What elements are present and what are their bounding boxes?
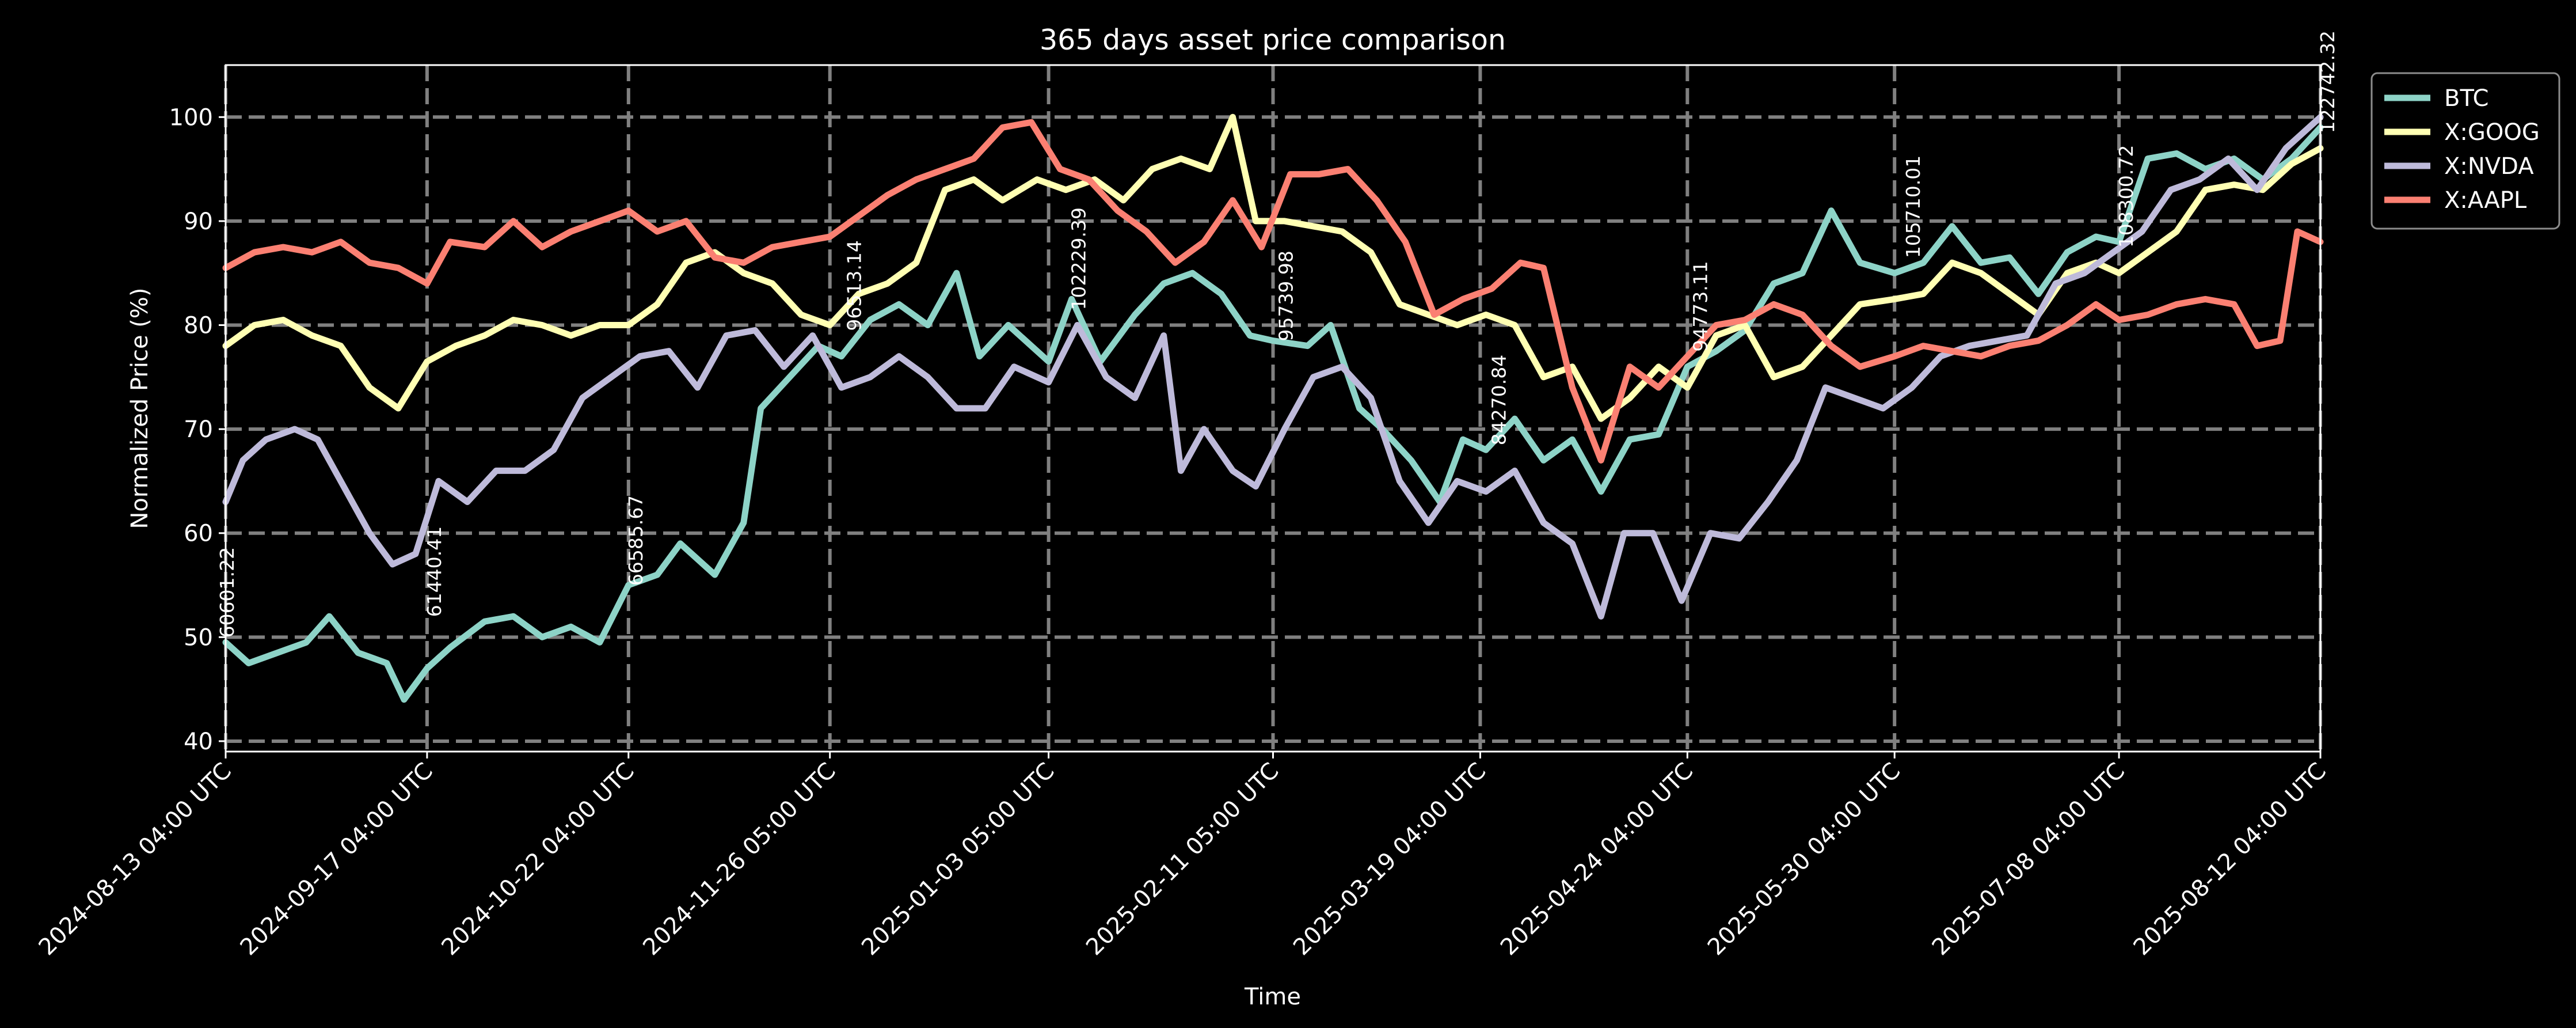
legend-box: [2370, 72, 2560, 230]
legend-label: X:GOOG: [2444, 119, 2540, 146]
series-line-btc: [222, 124, 2324, 703]
legend: BTC X:GOOG X:NVDA X:AAPL: [2370, 72, 2560, 230]
price-annotation: 105710.01: [1902, 155, 1924, 258]
price-annotation: 61440.41: [423, 526, 446, 617]
price-annotation: 60601.22: [216, 547, 238, 638]
price-annotation: 66585.67: [625, 495, 647, 586]
y-axis-label: Normalized Price (%): [127, 287, 153, 529]
y-tick-label: 40: [184, 729, 213, 755]
y-tick-label: 60: [184, 521, 213, 547]
legend-label: X:NVDA: [2444, 153, 2534, 180]
series-line-x-aapl: [222, 119, 2324, 464]
price-annotation: 84270.84: [1487, 355, 1510, 445]
y-tick-label: 100: [169, 104, 213, 131]
series-layer: [222, 113, 2324, 703]
y-tick-label: 90: [184, 208, 213, 235]
legend-label: X:AAPL: [2444, 187, 2527, 214]
x-axis-label: Time: [1244, 984, 1301, 1010]
price-annotation: 108300.72: [2115, 145, 2137, 248]
price-annotation: 102229.39: [1068, 207, 1090, 310]
price-annotation: 95739.98: [1274, 251, 1297, 341]
y-tick-label: 50: [184, 624, 213, 651]
chart-title: 365 days asset price comparison: [1040, 24, 1506, 56]
annotations: 60601.22 61440.41 66585.67 96513.14 102229.3…: [216, 31, 2339, 638]
y-tick-label: 70: [184, 416, 213, 443]
price-annotation: 96513.14: [843, 240, 866, 331]
legend-label: BTC: [2444, 85, 2489, 112]
y-tick-label: 80: [184, 313, 213, 339]
price-annotation: 94773.11: [1689, 261, 1711, 351]
y-axis: 40 50 60 70 80 90 100: [169, 104, 226, 755]
